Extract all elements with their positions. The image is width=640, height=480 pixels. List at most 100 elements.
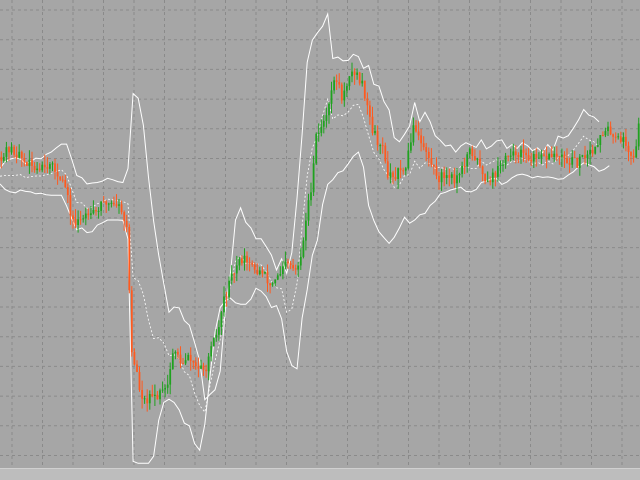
candle-bearish xyxy=(402,170,405,172)
candle-bullish xyxy=(499,164,502,166)
candle-bullish xyxy=(637,123,640,147)
candle-bearish xyxy=(225,296,228,298)
candle-bearish xyxy=(427,151,430,158)
candle-bearish xyxy=(453,174,456,184)
candle-bearish xyxy=(627,145,630,152)
candle-bullish xyxy=(82,218,85,220)
candle-bearish xyxy=(125,220,128,227)
candle-bearish xyxy=(422,143,425,148)
candle-bearish xyxy=(507,155,510,157)
candle-bullish xyxy=(220,312,223,328)
candle-bullish xyxy=(107,203,110,205)
candle-bearish xyxy=(43,164,46,168)
candle-bullish xyxy=(456,175,458,184)
candle-bullish xyxy=(212,337,215,347)
candle-bearish xyxy=(425,147,428,152)
candle-bullish xyxy=(2,156,5,161)
candle-bearish xyxy=(26,161,28,166)
candle-bearish xyxy=(87,213,90,216)
candle-bullish xyxy=(161,389,164,391)
candle-bearish xyxy=(566,158,568,164)
candle-bearish xyxy=(525,152,527,156)
candle-bearish xyxy=(619,136,622,142)
candle-bearish xyxy=(338,82,341,85)
candle-bullish xyxy=(594,146,597,154)
candle-bullish xyxy=(238,258,241,266)
candle-bearish xyxy=(138,372,141,390)
candle-bearish xyxy=(614,136,617,138)
candle-bearish xyxy=(433,164,435,167)
candle-bearish xyxy=(205,369,207,372)
candle-bearish xyxy=(438,175,440,183)
candle-bullish xyxy=(215,334,218,338)
candle-bearish xyxy=(335,80,338,82)
candle-bearish xyxy=(151,394,154,396)
candle-bearish xyxy=(130,290,133,353)
candle-bullish xyxy=(90,213,92,216)
candle-bullish xyxy=(604,131,607,136)
chart-bottom-strip xyxy=(0,468,640,480)
candle-bearish xyxy=(376,130,379,146)
candle-bullish xyxy=(589,149,591,155)
candle-bullish xyxy=(607,126,609,132)
candle-bullish xyxy=(343,90,346,101)
candle-bearish xyxy=(54,163,56,172)
candle-bearish xyxy=(197,366,200,369)
candle-bullish xyxy=(553,153,556,158)
candle-bearish xyxy=(141,390,143,399)
candle-bearish xyxy=(66,187,69,196)
candle-bullish xyxy=(166,384,169,388)
candle-bullish xyxy=(322,120,325,127)
candle-bullish xyxy=(458,173,461,176)
candle-bullish xyxy=(351,71,353,77)
candle-bearish xyxy=(392,172,394,177)
candle-bullish xyxy=(374,130,376,134)
candle-bearish xyxy=(576,157,579,168)
candle-bullish xyxy=(51,163,54,165)
candle-bearish xyxy=(609,126,612,135)
candle-bullish xyxy=(230,273,233,281)
candle-bullish xyxy=(450,174,453,178)
candle-bearish xyxy=(602,135,604,136)
candle-bullish xyxy=(148,394,151,404)
candle-bearish xyxy=(120,204,123,213)
candle-bearish xyxy=(189,354,192,361)
candle-bullish xyxy=(274,279,277,284)
candle-bullish xyxy=(279,274,282,276)
candle-bullish xyxy=(235,265,238,274)
candle-bullish xyxy=(389,172,392,178)
upper-band-line xyxy=(0,12,600,401)
candle-bearish xyxy=(72,215,74,220)
candle-bearish xyxy=(430,158,433,165)
candle-bearish xyxy=(471,148,474,156)
candle-bullish xyxy=(317,132,320,134)
candle-bullish xyxy=(187,354,190,361)
candle-bullish xyxy=(581,155,584,157)
candle-bearish xyxy=(33,165,36,171)
candle-bearish xyxy=(233,273,236,275)
candle-bullish xyxy=(171,353,174,369)
candle-bullish xyxy=(320,126,323,133)
candle-bullish xyxy=(92,210,95,214)
candle-bullish xyxy=(302,240,305,257)
candle-bearish xyxy=(527,155,530,160)
candle-bullish xyxy=(617,136,620,138)
candle-bearish xyxy=(591,149,594,154)
candle-bearish xyxy=(248,262,251,264)
candle-bearish xyxy=(358,72,361,84)
candle-bearish xyxy=(612,134,614,137)
candle-bullish xyxy=(330,90,333,104)
candle-bullish xyxy=(404,168,407,171)
candle-bullish xyxy=(271,283,274,286)
candle-bearish xyxy=(38,168,41,171)
candle-bearish xyxy=(156,394,159,400)
candle-bearish xyxy=(23,158,26,162)
candle-bullish xyxy=(468,148,471,155)
candle-bearish xyxy=(568,163,571,165)
candle-bearish xyxy=(246,255,248,263)
candle-bearish xyxy=(632,155,635,158)
candle-bearish xyxy=(550,154,553,158)
candle-bullish xyxy=(412,125,415,143)
